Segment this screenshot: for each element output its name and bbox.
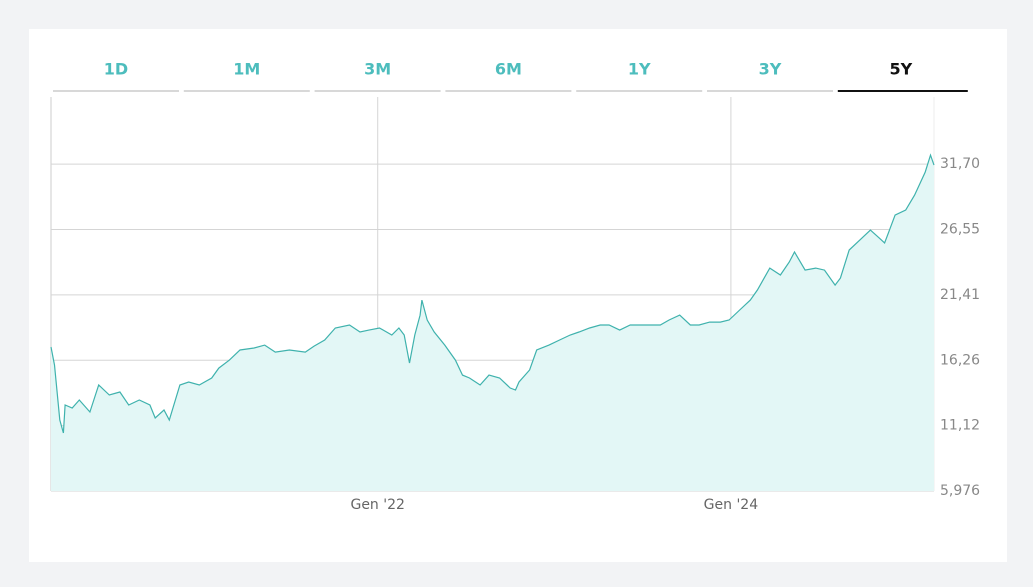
tab-label[interactable]: 1M bbox=[233, 60, 260, 79]
tab-label[interactable]: 3Y bbox=[759, 60, 782, 79]
y-tick-label: 21,41 bbox=[940, 287, 980, 303]
tab-label[interactable]: 1D bbox=[104, 60, 128, 79]
area bbox=[51, 155, 934, 491]
line bbox=[50, 153, 935, 434]
tab-label[interactable]: 3M bbox=[364, 60, 391, 79]
tab-label[interactable]: 5Y bbox=[889, 60, 912, 79]
tab-label[interactable]: 6M bbox=[495, 60, 522, 79]
y-tick-label: 16,26 bbox=[940, 352, 980, 368]
y-tick-label: 31,70 bbox=[940, 156, 980, 172]
y-tick-label: 26,55 bbox=[940, 222, 980, 238]
y-tick-label: 11,12 bbox=[940, 418, 980, 434]
x-tick-label: Gen '24 bbox=[704, 497, 759, 513]
tab-label[interactable]: 1Y bbox=[628, 60, 651, 79]
y-tick-label: 5,976 bbox=[940, 483, 980, 499]
x-tick-label: Gen '22 bbox=[350, 497, 404, 513]
